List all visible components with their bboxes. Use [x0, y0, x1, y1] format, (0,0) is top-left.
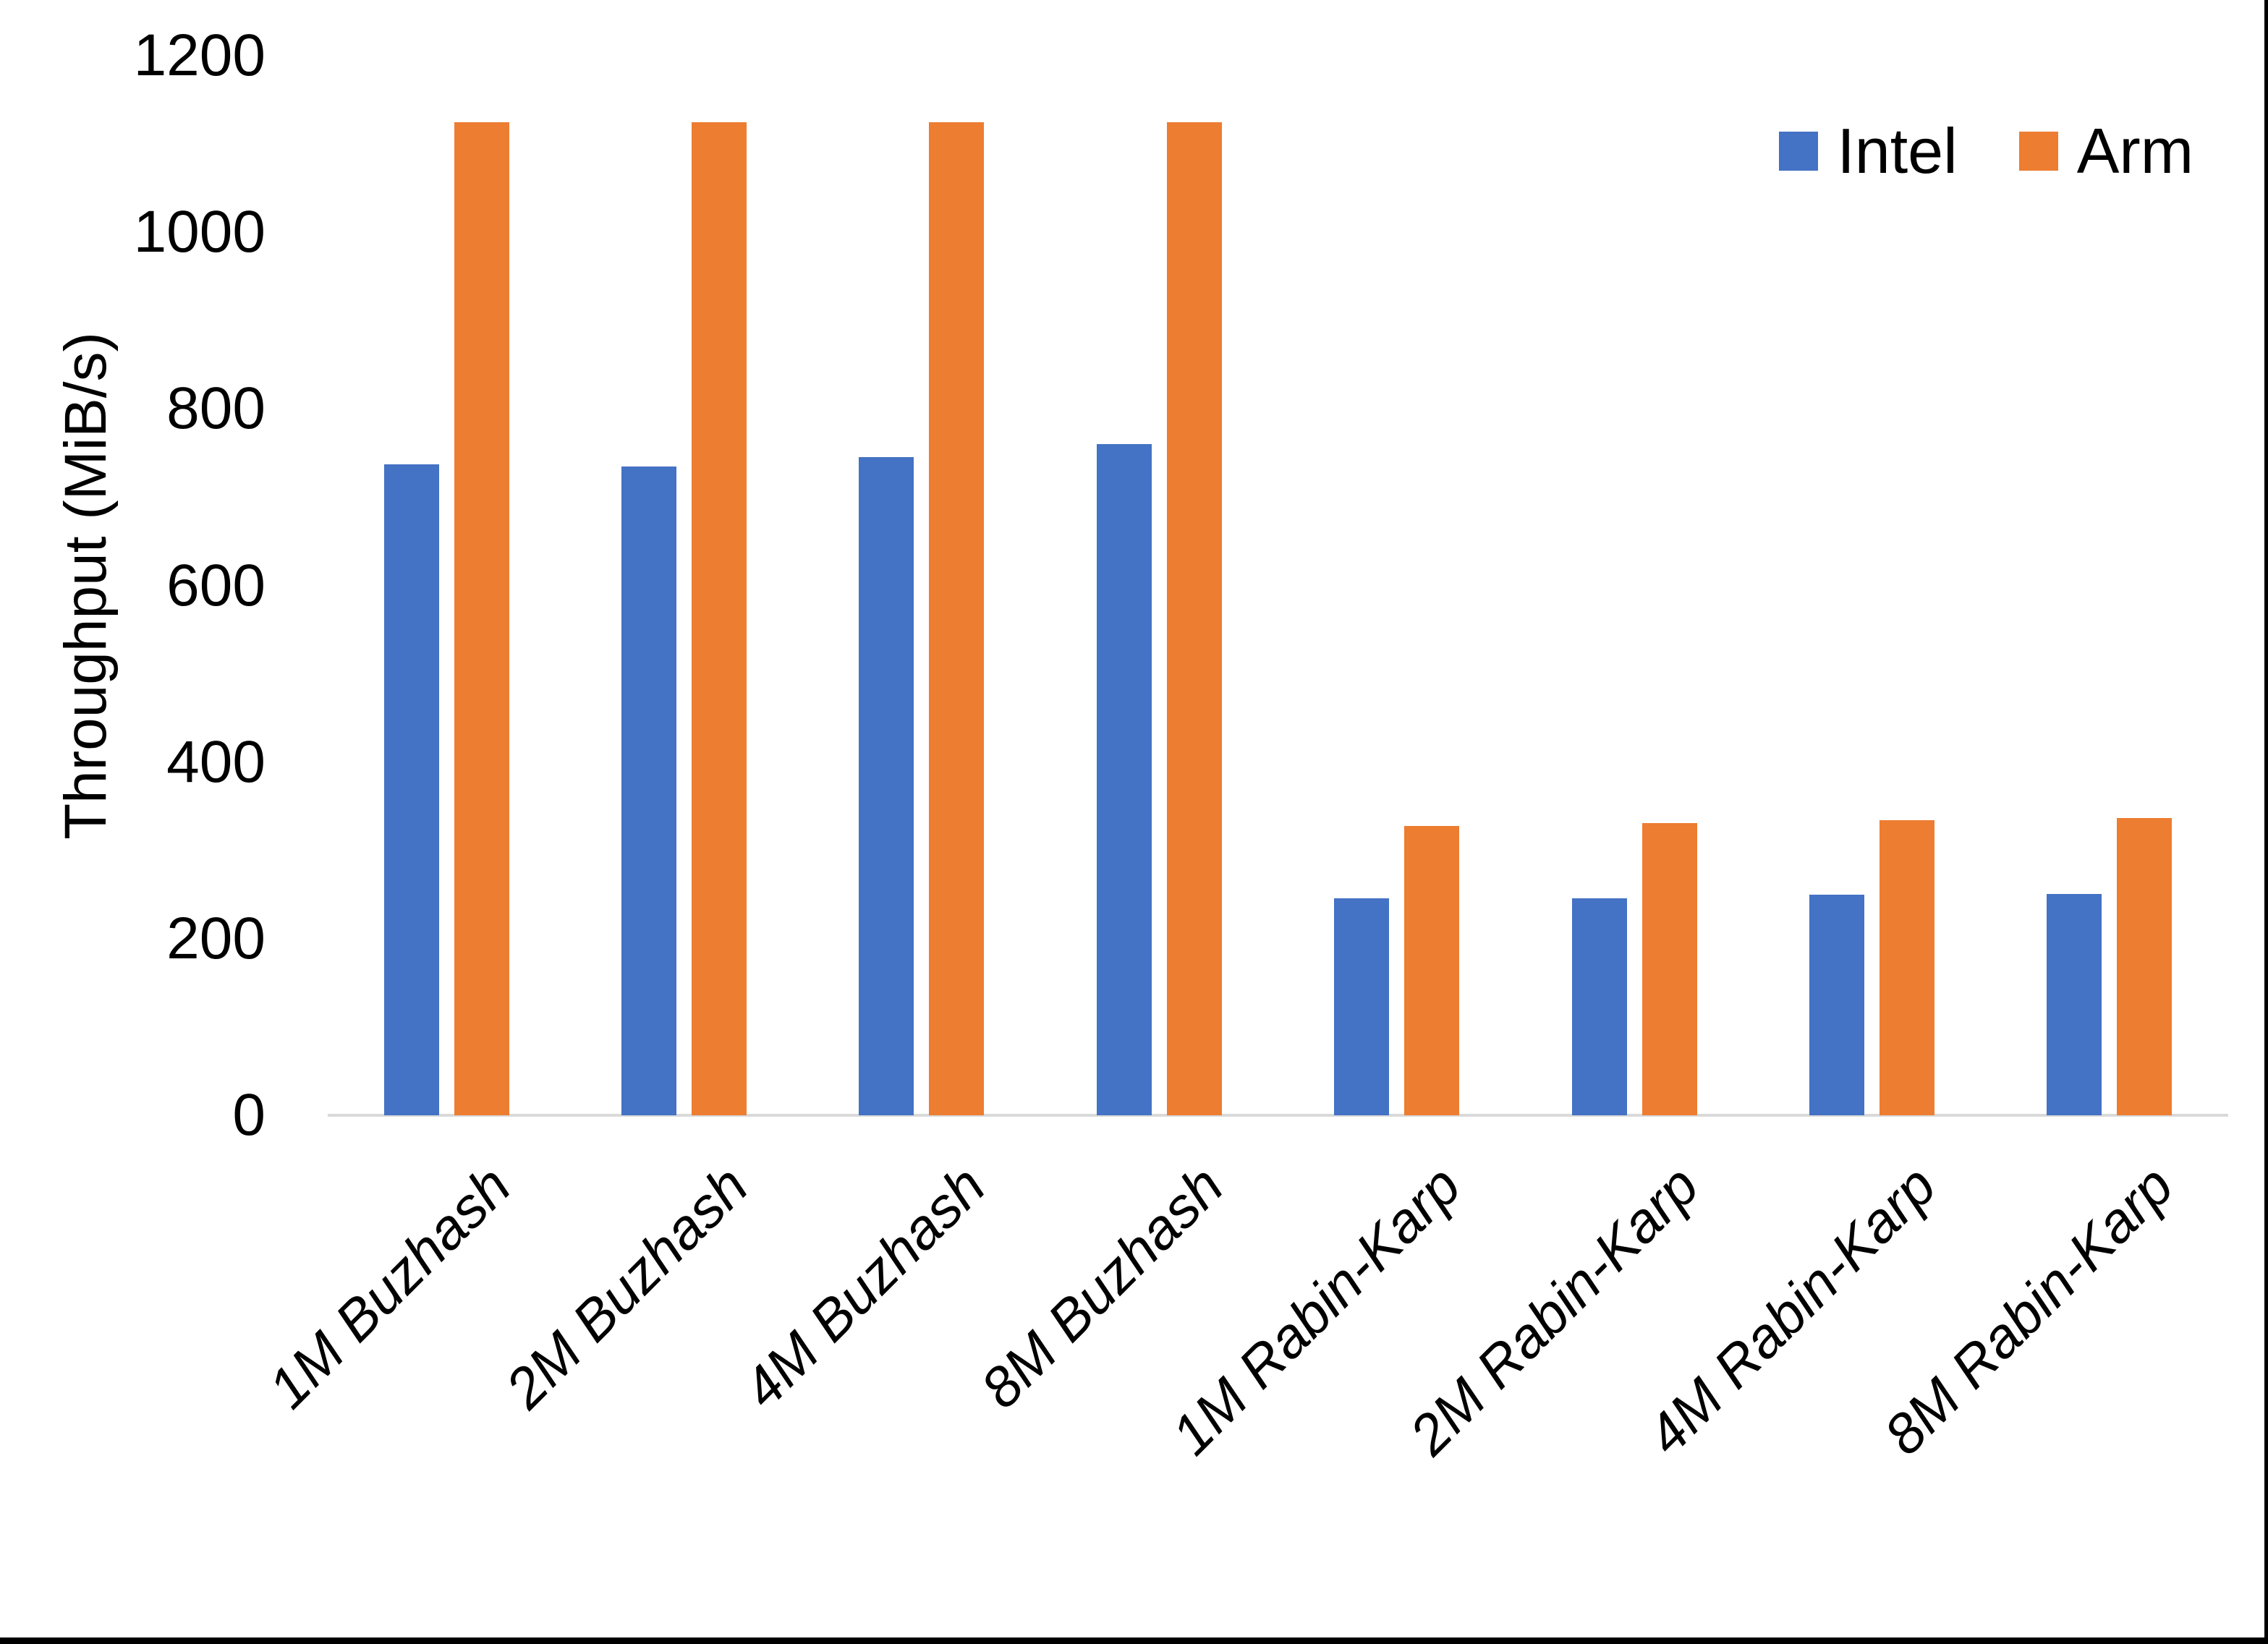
bar-arm: [2117, 817, 2173, 1115]
bar-arm: [1879, 820, 1934, 1115]
bar-group: [565, 56, 802, 1115]
y-tick-label: 200: [166, 905, 266, 971]
y-tick-label: 400: [166, 728, 266, 795]
bar-groups: [328, 56, 2228, 1115]
legend: Intel Arm: [1779, 114, 2193, 188]
bar-intel: [383, 464, 439, 1115]
bar-intel: [1571, 898, 1627, 1115]
y-tick-label: 800: [166, 375, 266, 442]
bar-group: [328, 56, 565, 1115]
y-tick-label: 1000: [133, 199, 266, 265]
plot-area: [328, 56, 2228, 1117]
legend-label-intel: Intel: [1837, 115, 1958, 187]
bar-arm: [929, 122, 985, 1115]
y-tick-label: 0: [232, 1082, 266, 1148]
arm-series-swatch: [2018, 132, 2058, 171]
legend-item-arm: Arm: [2018, 114, 2193, 188]
window-border-bottom: [0, 1637, 2268, 1644]
bar-intel: [621, 466, 677, 1115]
x-category-label: 1M Buzhash: [255, 1153, 523, 1421]
x-axis-line: [328, 1114, 2228, 1117]
intel-series-swatch: [1779, 132, 1819, 171]
bar-group: [1991, 56, 2228, 1115]
bar-intel: [1809, 894, 1864, 1115]
y-tick-label: 600: [166, 552, 266, 618]
bar-group: [1516, 56, 1753, 1115]
legend-label-arm: Arm: [2076, 115, 2193, 187]
bar-intel: [1096, 444, 1152, 1115]
bar-arm: [692, 122, 747, 1115]
bar-arm: [1404, 825, 1460, 1115]
x-axis-labels: 1M Buzhash 2M Buzhash 4M Buzhash 8M Buzhash…: [255, 1115, 2228, 1614]
x-label-cell: 8M Rabin-Karp: [1872, 1115, 2228, 1614]
bar-group: [803, 56, 1040, 1115]
legend-item-intel: Intel: [1779, 114, 1958, 188]
bar-intel: [859, 457, 914, 1115]
bar-group: [1753, 56, 1990, 1115]
bar-intel: [1334, 898, 1390, 1115]
bar-group: [1040, 56, 1278, 1115]
bar-intel: [2047, 893, 2102, 1115]
bar-group: [1278, 56, 1516, 1115]
bar-arm: [1166, 122, 1222, 1115]
window-border-right: [2264, 0, 2268, 1644]
bar-arm: [454, 122, 509, 1115]
bar-arm: [1641, 822, 1697, 1115]
y-axis-tick-labels: 0 200 400 600 800 1000 1200: [0, 0, 266, 1644]
y-tick-label: 1200: [133, 22, 266, 88]
